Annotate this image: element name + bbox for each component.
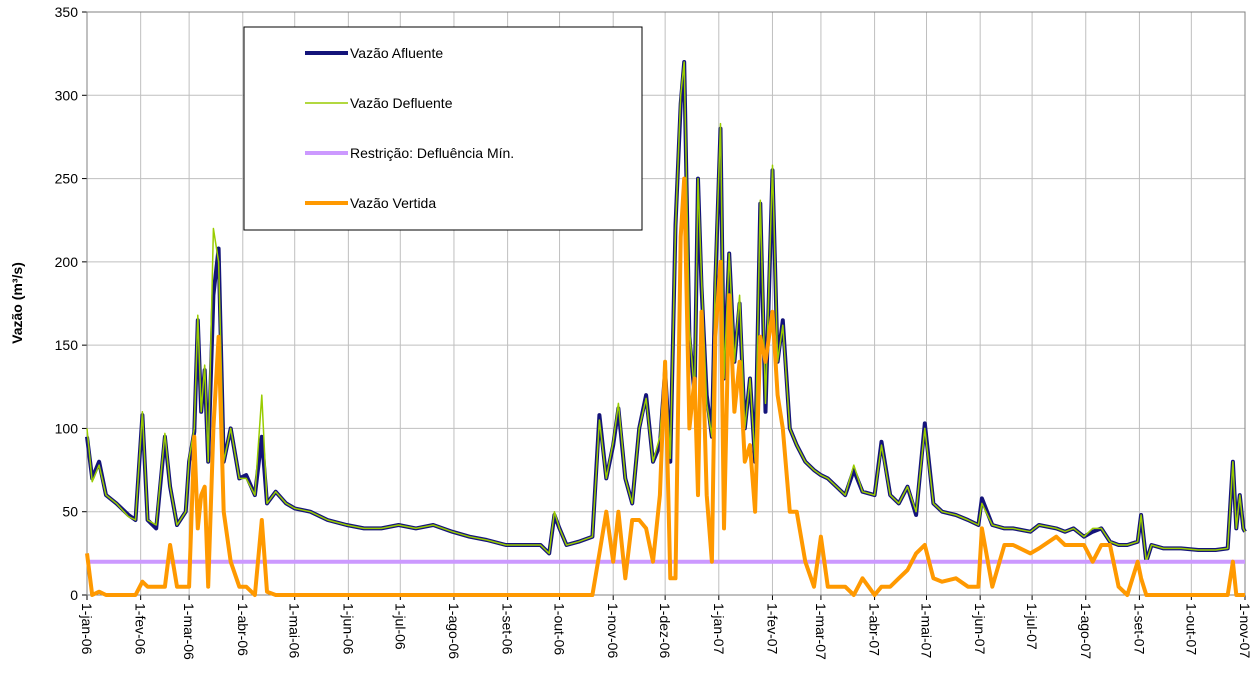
x-tick-label: 1-out-06 <box>552 603 568 655</box>
x-tick-label: 1-nov-07 <box>1237 603 1253 658</box>
legend-label: Vazão Vertida <box>350 195 436 211</box>
y-tick-label: 200 <box>55 254 79 270</box>
x-tick-label: 1-mai-06 <box>287 603 303 658</box>
x-tick-label: 1-fev-07 <box>764 603 780 655</box>
x-tick-label: 1-jan-06 <box>79 603 95 655</box>
legend-label: Vazão Defluente <box>350 95 453 111</box>
x-tick-label: 1-set-06 <box>500 603 516 655</box>
y-tick-label: 150 <box>55 337 79 353</box>
x-tick-label: 1-dez-06 <box>657 603 673 658</box>
legend-box <box>243 26 643 231</box>
x-tick-label: 1-jul-07 <box>1024 603 1040 650</box>
x-tick-label: 1-nov-06 <box>605 603 621 658</box>
series-line <box>85 176 1246 597</box>
x-tick-label: 1-out-07 <box>1183 603 1199 655</box>
x-tick-label: 1-set-07 <box>1131 603 1147 655</box>
y-tick-label: 100 <box>55 420 79 436</box>
x-tick-label: 1-ago-07 <box>1078 603 1094 659</box>
y-tick-label: 300 <box>55 87 79 103</box>
plot-border <box>86 11 1246 596</box>
x-tick-label: 1-jan-07 <box>711 603 727 655</box>
y-tick-label: 50 <box>62 504 78 520</box>
y-tick-label: 250 <box>55 171 79 187</box>
x-tick-label: 1-jun-06 <box>340 603 356 655</box>
x-tick-label: 1-jun-07 <box>972 603 988 655</box>
x-tick-label: 1-mar-07 <box>813 603 829 660</box>
series-line <box>86 61 1246 563</box>
x-tick-label: 1-mar-06 <box>181 603 197 660</box>
x-tick-label: 1-jul-06 <box>392 603 408 650</box>
x-tick-label: 1-mai-07 <box>919 603 935 658</box>
y-tick-label: 0 <box>70 587 78 603</box>
y-tick-label: 350 <box>55 4 79 20</box>
x-tick-label: 1-abr-07 <box>867 603 883 656</box>
x-tick-label: 1-ago-06 <box>446 603 462 659</box>
x-tick-label: 1-abr-06 <box>235 603 251 656</box>
legend-label: Vazão Afluente <box>350 45 443 61</box>
x-tick-label: 1-fev-06 <box>133 603 149 655</box>
y-axis-label: Vazão (m³/s) <box>9 262 25 344</box>
legend-label: Restrição: Defluência Mín. <box>350 145 514 161</box>
